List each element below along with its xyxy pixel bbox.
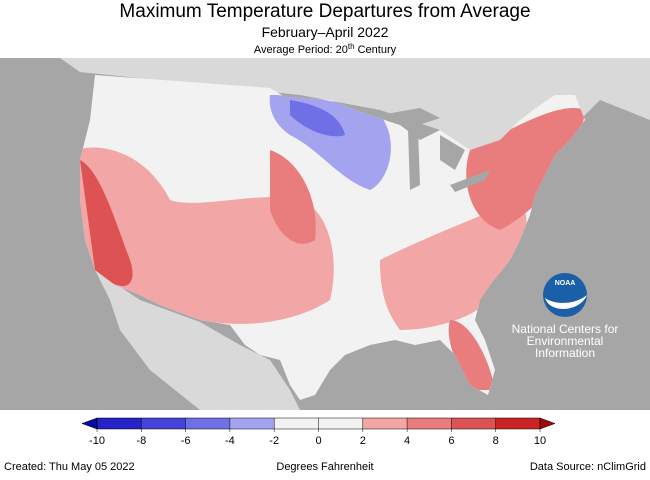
colorbar-tick-label: 4 [404, 435, 410, 447]
plains-warm [270, 150, 316, 244]
lake-michigan [408, 130, 420, 190]
colorbar-segment [141, 418, 186, 429]
colorbar-tick-label: 0 [315, 435, 321, 447]
lake-huron [440, 135, 465, 170]
lake-superior [380, 108, 440, 128]
california-warm [80, 160, 133, 287]
data-source: Data Source: nClimGrid [530, 461, 646, 473]
colorbar-segment [407, 418, 452, 429]
florida-warm [448, 320, 495, 390]
colorbar: -10 -8 -6 -4 -2 0 2 4 6 8 10 [81, 417, 556, 447]
colorbar-segment [318, 418, 363, 429]
lake-erie [450, 170, 490, 192]
north-cool-core [290, 100, 345, 137]
colorbar-segment [185, 418, 230, 429]
colorbar-tick-label: -10 [89, 435, 105, 447]
colorbar-tick-label: -6 [181, 435, 191, 447]
colorbar-segment [97, 418, 142, 429]
colorbar-tick-label: -2 [269, 435, 279, 447]
average-period-sup: th [348, 42, 355, 51]
colorbar-tick-label: 8 [493, 435, 499, 447]
west-warm [80, 147, 334, 324]
branding-line: Information [535, 346, 595, 360]
colorbar-segment [274, 418, 319, 429]
colorbar-tick-label: -8 [136, 435, 146, 447]
subtitle: February–April 2022 [262, 24, 389, 40]
title: Maximum Temperature Departures from Aver… [119, 1, 530, 22]
colorbar-tick-label: 10 [534, 435, 546, 447]
colorbar-segment [362, 418, 408, 429]
colorbar-segment [495, 418, 540, 429]
average-period-suffix: Century [355, 44, 397, 56]
colorbar-label: Degrees Fahrenheit [276, 461, 373, 473]
average-period-text: Average Period: 20 [254, 44, 348, 56]
noaa-logo-wave [545, 295, 587, 309]
mexico [95, 270, 300, 410]
colorbar-tick-label: 2 [360, 435, 366, 447]
branding-line: Environmental [527, 334, 604, 348]
colorbar-tick-label: 6 [448, 435, 454, 447]
colorbar-segment [451, 418, 496, 429]
noaa-logo-text: NOAA [555, 280, 576, 287]
average-period: Average Period: 20th Century [254, 42, 397, 56]
branding-line: National Centers for [512, 322, 619, 336]
created-date: Created: Thu May 05 2022 [4, 461, 135, 473]
colorbar-segment [229, 418, 275, 429]
map: NOAA National Centers for Environmental … [0, 58, 650, 410]
colorbar-tick-label: -4 [225, 435, 235, 447]
